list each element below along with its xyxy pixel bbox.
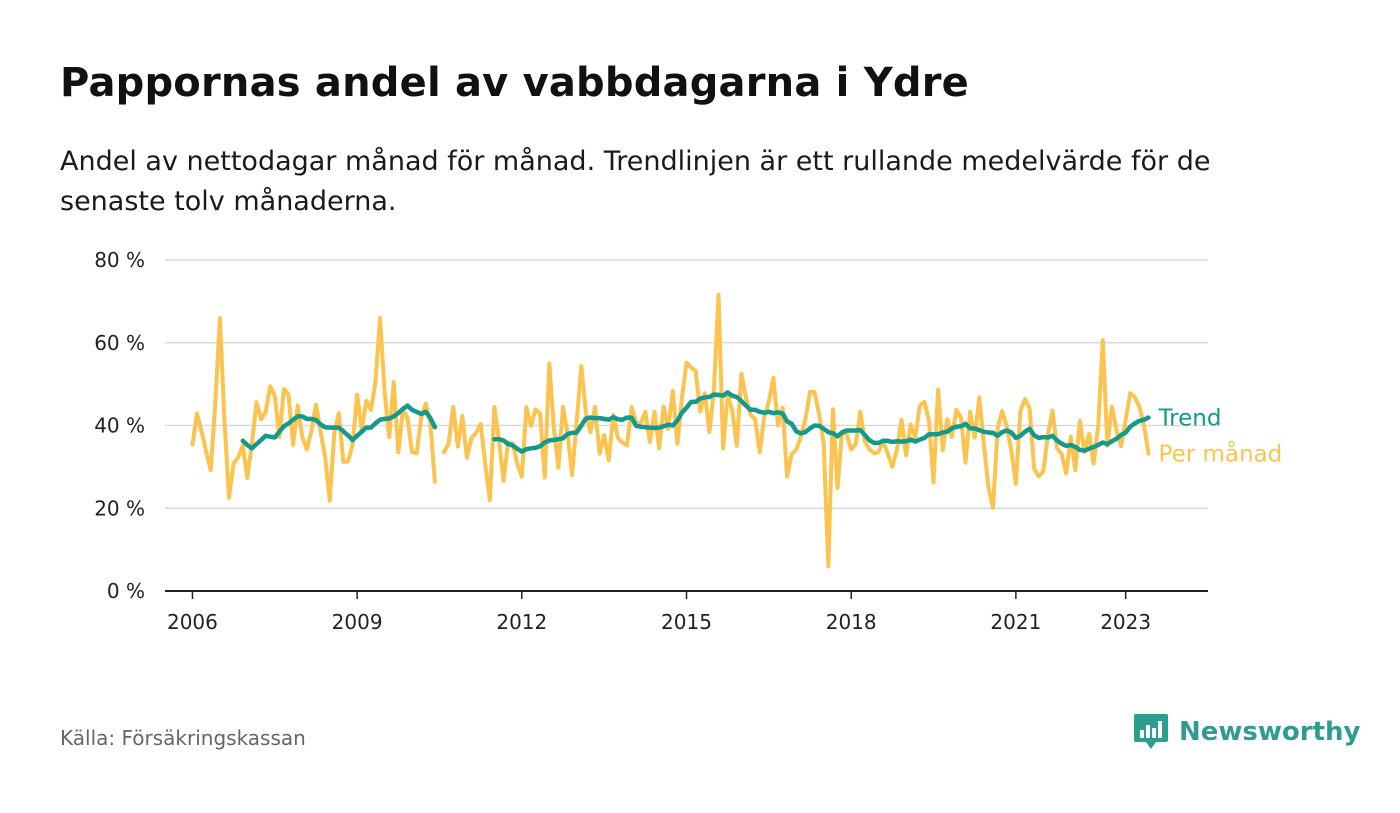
x-tick-label: 2015 <box>661 610 712 634</box>
x-axis-tick-labels: 2006 2009 2012 2015 2018 2021 2023 <box>167 591 1151 634</box>
y-tick-label: 80 % <box>94 248 145 272</box>
newsworthy-logo: Newsworthy <box>1133 712 1360 752</box>
y-tick-label: 20 % <box>94 496 145 520</box>
series-lines <box>190 292 1151 569</box>
y-tick-label: 40 % <box>94 414 145 438</box>
y-axis-tick-labels: 0 % 20 % 40 % 60 % 80 % <box>94 248 145 603</box>
y-tick-label: 0 % <box>107 579 145 603</box>
chart-subtitle: Andel av nettodagar månad för månad. Tre… <box>60 146 1211 217</box>
source-note: Källa: Försäkringskassan <box>60 726 306 750</box>
y-tick-label: 60 % <box>94 331 145 355</box>
x-tick-label: 2006 <box>167 610 218 634</box>
newsworthy-chart-bubble-icon <box>1134 714 1168 749</box>
x-tick-label: 2009 <box>332 610 383 634</box>
monthly-line-segment-0 <box>190 315 437 503</box>
x-tick-label: 2023 <box>1100 610 1151 634</box>
x-tick-label: 2021 <box>990 610 1041 634</box>
line-end-legend: Trend Per månad <box>1158 406 1283 468</box>
brand-name: Newsworthy <box>1179 717 1361 747</box>
legend-monthly-label: Per månad <box>1159 440 1283 468</box>
x-tick-label: 2012 <box>496 610 547 634</box>
trend-line-segment-0 <box>240 403 438 451</box>
legend-trend-label: Trend <box>1158 406 1222 432</box>
line-chart: 0 % 20 % 40 % 60 % 80 % 2006 2009 2012 2015 2018… <box>94 248 1283 634</box>
chart-title: Pappornas andel av vabbdagarna i Ydre <box>60 60 969 106</box>
trend-line-segment-1 <box>492 390 1151 454</box>
x-tick-label: 2018 <box>826 610 877 634</box>
